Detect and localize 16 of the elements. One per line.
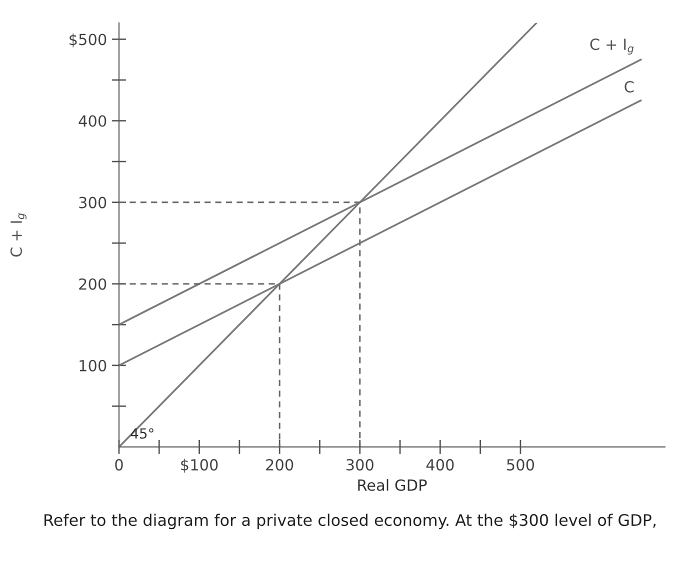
x-tick-label: 500 [507, 459, 534, 471]
text: Refer to the diagram for a private closed economy. At the $300 level of GDP, [44, 514, 656, 530]
x-tick-label: 200 [266, 459, 294, 471]
y-tick-label: 200 [79, 278, 106, 290]
y-tick-label: 400 [78, 115, 106, 127]
x-tick-label: $100 [181, 458, 218, 473]
x-tick-label: 0 [115, 459, 123, 471]
y-tick-label: $500 [70, 33, 106, 48]
x-axis-title: Real GDP [358, 479, 427, 491]
y-axis-title: C + I$_{g}$ [10, 213, 27, 257]
series-label: C + I$_{g}$ [590, 38, 634, 55]
x-tick-label: 300 [346, 459, 374, 471]
y-tick-label: 300 [79, 196, 106, 208]
y-tick-label: 100 [80, 360, 106, 372]
x-tick-label: 400 [426, 459, 454, 471]
series-label: C [624, 80, 634, 93]
